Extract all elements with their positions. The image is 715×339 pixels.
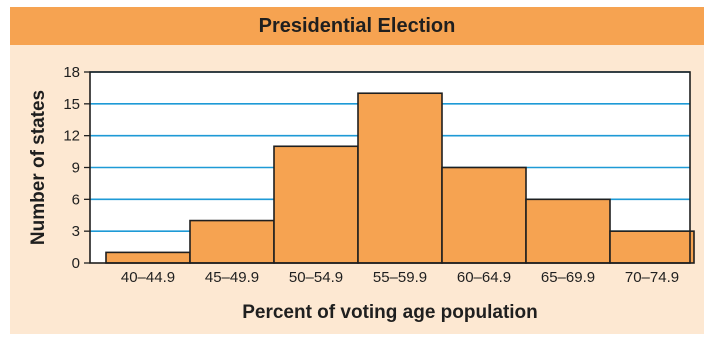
- x-axis-title: Percent of voting age population: [242, 302, 538, 323]
- y-tick-label: 15: [63, 96, 80, 113]
- x-tick-label: 45–49.9: [205, 269, 259, 286]
- x-tick-label: 55–59.9: [373, 269, 427, 286]
- y-tick-label: 9: [72, 160, 80, 177]
- y-tick-label: 18: [63, 64, 80, 81]
- title-bar: Presidential Election: [10, 7, 704, 45]
- y-axis-title: Number of states: [28, 90, 49, 245]
- x-tick-label: 50–54.9: [289, 269, 343, 286]
- bar-7: [609, 230, 695, 264]
- chart-title: Presidential Election: [258, 14, 456, 37]
- plot-border: [89, 71, 691, 264]
- x-tick-label: 70–74.9: [625, 269, 679, 286]
- y-tick-label: 0: [72, 255, 80, 272]
- bar-2: [189, 219, 275, 264]
- bar-1: [105, 251, 191, 264]
- x-tick-label: 60–64.9: [457, 269, 511, 286]
- bar-3: [273, 145, 359, 264]
- y-tick-label: 12: [63, 128, 80, 145]
- bar-5: [441, 166, 527, 264]
- x-tick-label: 40–44.9: [121, 269, 175, 286]
- bar-4: [357, 92, 443, 264]
- x-tick-label: 65–69.9: [541, 269, 595, 286]
- bar-6: [525, 198, 611, 264]
- y-tick-label: 6: [72, 191, 80, 208]
- y-tick-label: 3: [72, 223, 80, 240]
